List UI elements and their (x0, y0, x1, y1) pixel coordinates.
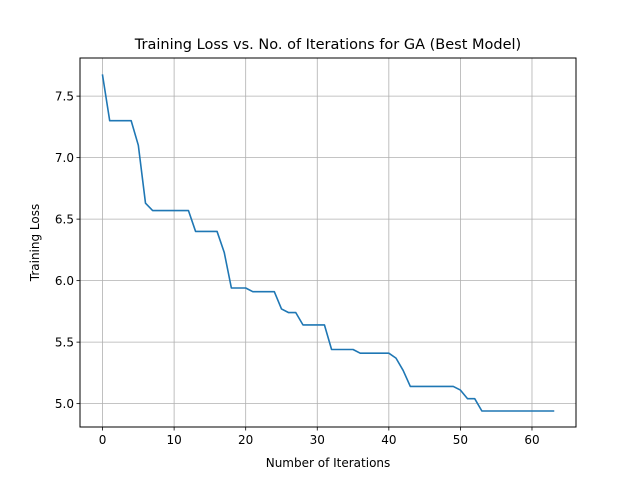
y-tick-label: 6.0 (55, 274, 74, 288)
plot-frame (79, 57, 577, 428)
x-tick-label: 40 (381, 433, 396, 447)
axis-ticks: 0 10 20 30 40 50 60 5.0 5.5 6.0 6.5 7.0 7.5 (55, 89, 540, 447)
x-tick-label: 30 (310, 433, 325, 447)
y-tick-label: 7.5 (55, 89, 74, 103)
x-tick-label: 60 (524, 433, 539, 447)
y-tick-label: 6.5 (55, 212, 74, 226)
chart-title: Training Loss vs. No. of Iterations for … (134, 37, 521, 53)
y-tick-label: 5.5 (55, 335, 74, 349)
y-axis-label: Training Loss (28, 204, 42, 282)
y-tick-label: 7.0 (55, 151, 74, 165)
grid-lines (80, 58, 576, 427)
x-tick-label: 50 (453, 433, 468, 447)
x-tick-label: 10 (166, 433, 181, 447)
series-layer (101, 74, 555, 412)
x-tick-label: 20 (238, 433, 253, 447)
y-tick-label: 5.0 (55, 397, 74, 411)
x-tick-label: 0 (99, 433, 107, 447)
x-axis-label: Number of Iterations (266, 456, 391, 470)
training-loss-line (101, 74, 555, 412)
